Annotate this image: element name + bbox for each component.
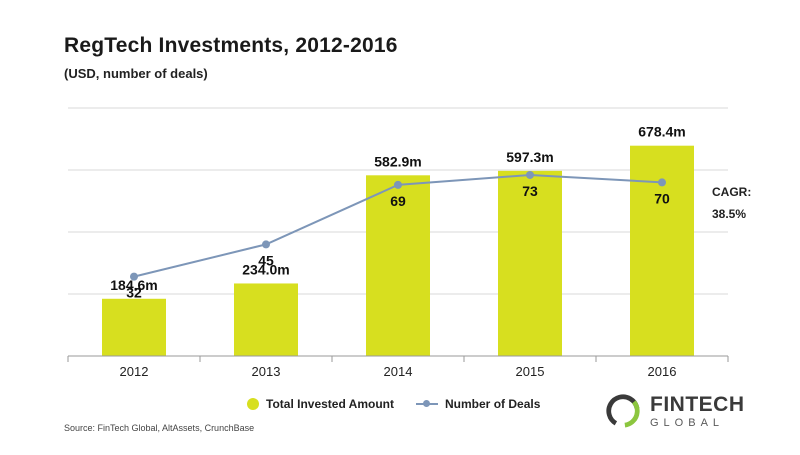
bar-2015 [498,170,562,356]
deals-value-label-2016: 70 [654,190,670,206]
bar-value-label-2014: 582.9m [374,153,421,169]
bar-2012 [102,298,166,356]
cagr-annotation: CAGR: 38.5% [712,181,751,225]
legend: Total Invested Amount Number of Deals [247,397,554,411]
legend-bar-swatch [247,398,259,410]
line-series [130,170,666,281]
logo-ring-icon [606,394,640,428]
deals-point-2013 [262,240,270,249]
deals-point-2015 [526,170,534,179]
chart-subtitle: (USD, number of deals) [64,66,208,81]
deals-point-2014 [394,180,402,189]
legend-item-amount: Total Invested Amount [247,397,394,411]
deals-value-label-2012: 32 [126,285,142,301]
deals-point-2012 [130,272,138,281]
cagr-value: 38.5% [712,207,747,221]
bar-value-label-2012: 184.6m [110,277,157,293]
bar-value-label-2015: 597.3m [506,149,553,165]
data-labels: 184.6m 234.0m 582.9m 597.3m 678.4m 32 45 69 73 70 [110,124,685,301]
bar-2014 [366,175,430,356]
x-tick-label-2016: 2016 [648,364,677,379]
cagr-label: CAGR: [712,185,752,199]
x-axis: 2012 2013 2014 2015 2016 [67,355,729,379]
x-tick-label-2013: 2013 [252,364,281,379]
legend-label-amount: Total Invested Amount [266,397,395,411]
legend-line-swatch [416,398,439,410]
bar-series [102,145,694,356]
bar-2016 [630,145,694,356]
logo-text-line1: FINTECH [650,392,745,416]
legend-label-deals: Number of Deals [445,397,541,411]
deals-value-label-2013: 45 [258,252,274,268]
deals-point-2016 [658,178,666,187]
bar-value-label-2013: 234.0m [242,261,289,277]
source-note: Source: FinTech Global, AltAssets, Crunc… [64,423,255,433]
logo-text-line2: GLOBAL [650,416,725,429]
deals-value-label-2014: 69 [390,193,406,209]
chart-title: RegTech Investments, 2012-2016 [64,34,398,57]
x-tick-label-2015: 2015 [516,364,545,379]
x-tick-label-2012: 2012 [120,364,149,379]
bar-2013 [234,283,298,356]
fintech-global-logo: FINTECH GLOBAL [604,392,745,430]
deals-value-label-2015: 73 [522,183,538,199]
x-tick-label-2014: 2014 [384,364,413,379]
bar-value-label-2016: 678.4m [638,124,685,140]
legend-item-deals: Number of Deals [416,397,540,411]
